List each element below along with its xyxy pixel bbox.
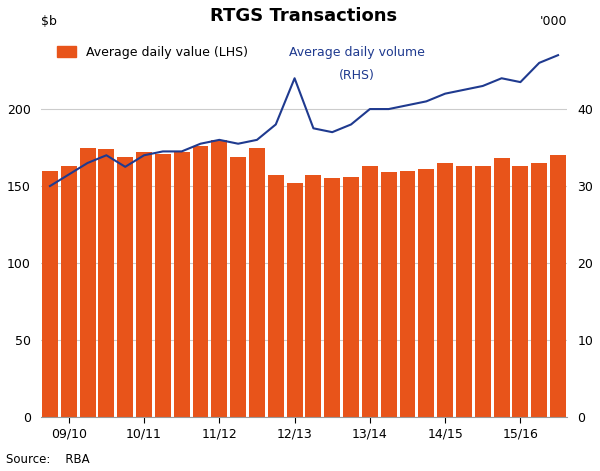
- Bar: [268, 175, 284, 417]
- Bar: [531, 163, 547, 417]
- Bar: [305, 175, 322, 417]
- Bar: [211, 140, 227, 417]
- Text: '000: '000: [540, 15, 568, 28]
- Text: $b: $b: [41, 15, 56, 28]
- Bar: [173, 152, 190, 417]
- Bar: [437, 163, 453, 417]
- Bar: [249, 147, 265, 417]
- Bar: [494, 158, 509, 417]
- Text: Source:    RBA: Source: RBA: [6, 453, 89, 466]
- Bar: [418, 169, 434, 417]
- Bar: [512, 166, 529, 417]
- Bar: [136, 152, 152, 417]
- Title: RTGS Transactions: RTGS Transactions: [211, 7, 398, 25]
- Bar: [400, 171, 415, 417]
- Bar: [324, 179, 340, 417]
- Bar: [362, 166, 378, 417]
- Bar: [456, 166, 472, 417]
- Bar: [550, 155, 566, 417]
- Text: Average daily volume: Average daily volume: [289, 46, 425, 59]
- Bar: [475, 166, 491, 417]
- Bar: [155, 154, 171, 417]
- Text: (RHS): (RHS): [339, 69, 374, 82]
- Bar: [42, 171, 58, 417]
- Bar: [80, 147, 95, 417]
- Bar: [343, 177, 359, 417]
- Bar: [98, 149, 115, 417]
- Bar: [380, 172, 397, 417]
- Bar: [117, 157, 133, 417]
- Legend: Average daily value (LHS): Average daily value (LHS): [58, 46, 248, 59]
- Bar: [193, 146, 208, 417]
- Bar: [230, 157, 246, 417]
- Bar: [287, 183, 302, 417]
- Bar: [61, 166, 77, 417]
